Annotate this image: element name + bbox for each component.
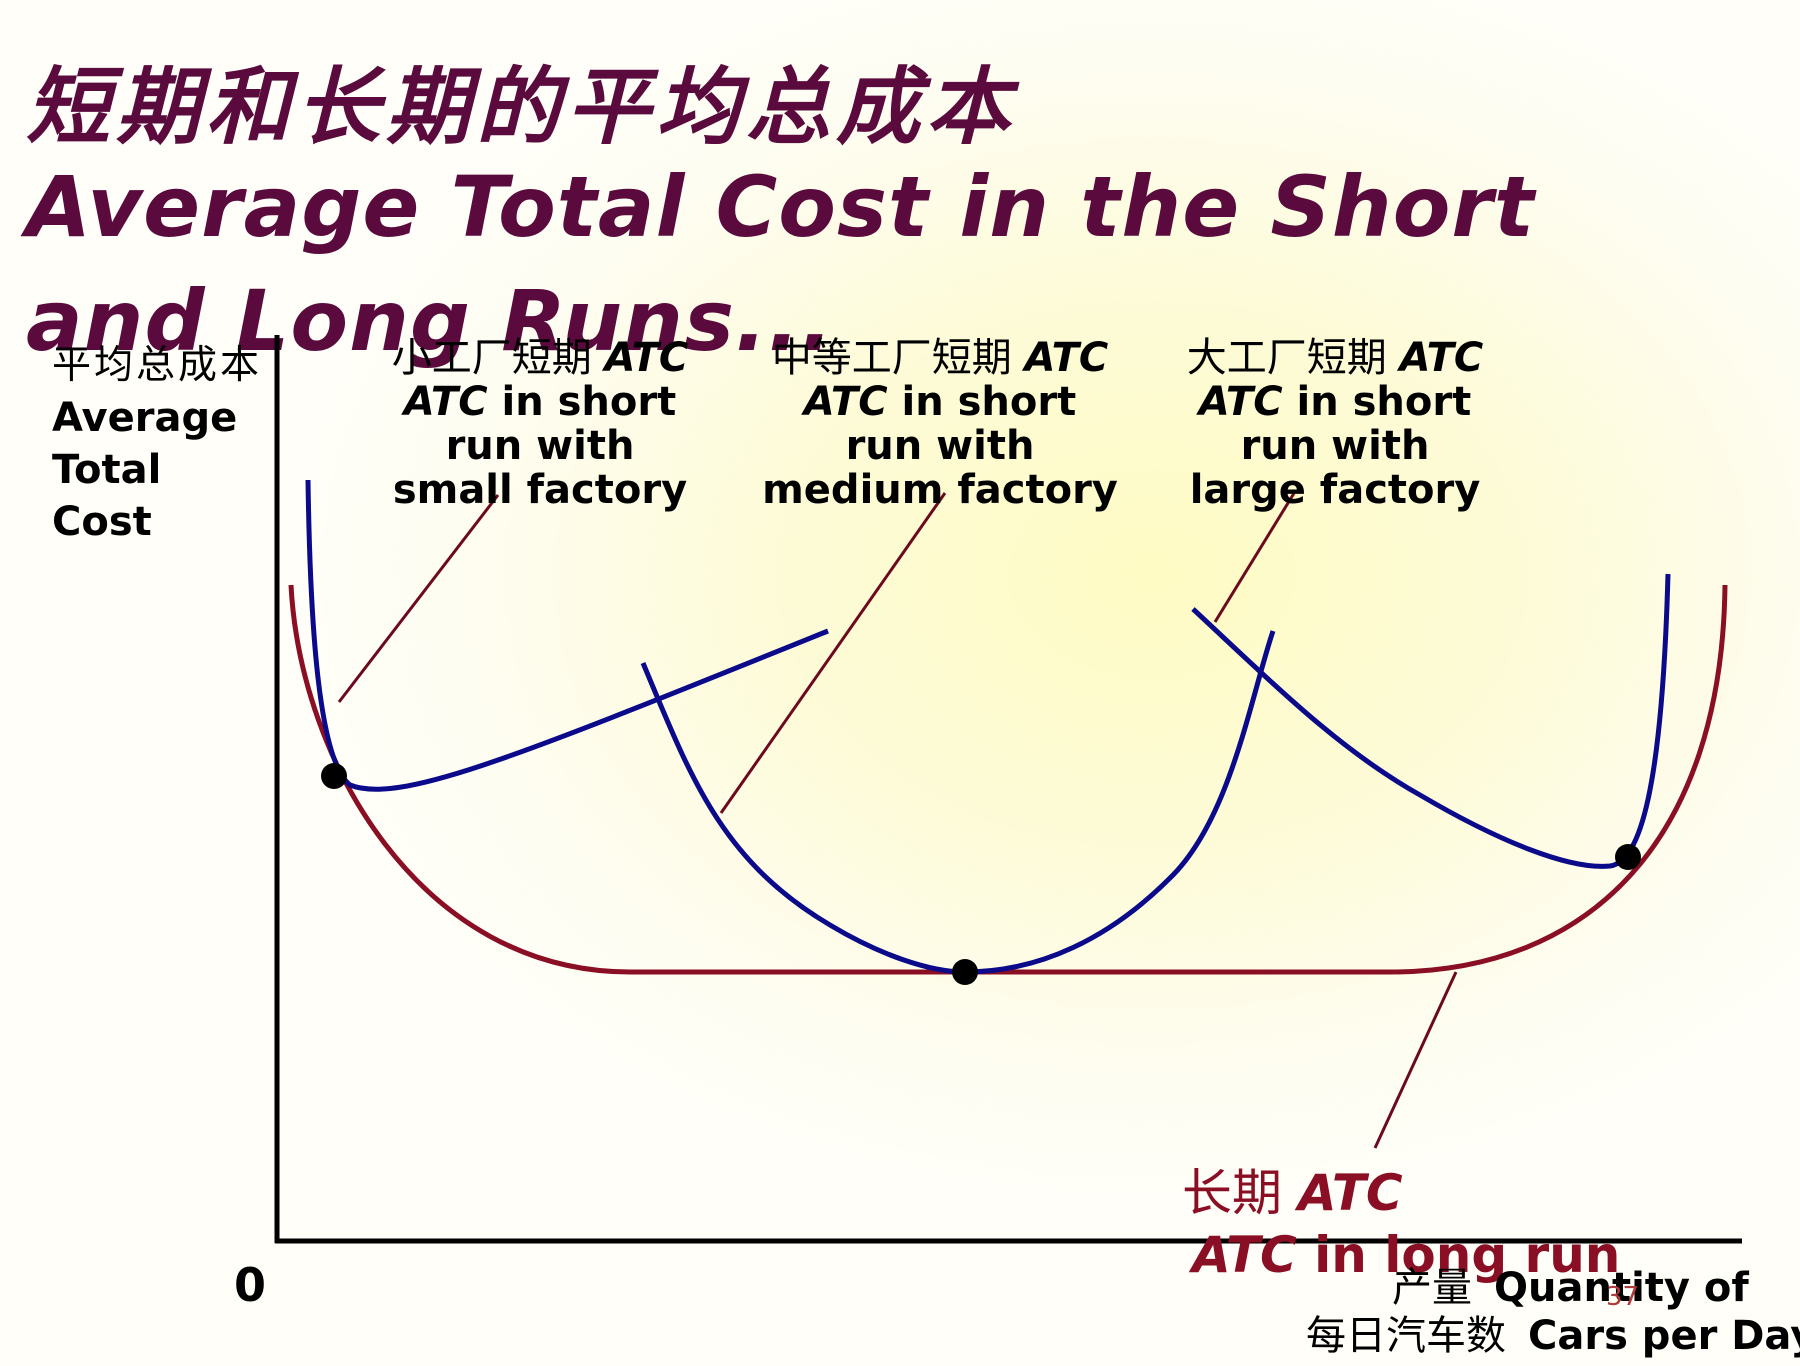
small-factory-label-atc: ATC xyxy=(604,335,689,381)
medium-factory-label-atc: ATC xyxy=(1024,335,1109,381)
y-axis-label-cn: 平均总成本 xyxy=(52,343,263,388)
y-axis-label: 平均总成本 Average Total Cost xyxy=(52,340,262,548)
tangency-point-medium xyxy=(952,959,978,985)
medium-factory-label-line3: run with xyxy=(845,423,1035,469)
large-factory-label-cn: 大工厂短期 xyxy=(1186,335,1400,381)
x-axis-label-cn-1: 产量 xyxy=(1392,1265,1472,1311)
title-english-line-1: Average Total Cost in the Short xyxy=(26,158,1535,256)
medium-factory-label-line2: in short xyxy=(887,379,1077,425)
long-run-label-atc-2: ATC xyxy=(1192,1226,1297,1284)
large-factory-label-atc: ATC xyxy=(1399,335,1484,381)
medium-factory-label-cn: 中等工厂短期 xyxy=(771,335,1025,381)
x-axis-label-line-2: 每日汽车数 Cars per Day xyxy=(1306,1312,1800,1360)
long-run-atc-curve xyxy=(288,584,1728,975)
y-axis-label-en-1: Average xyxy=(52,395,238,441)
y-axis-label-en-2: Total xyxy=(52,447,162,493)
tangency-point-large xyxy=(1615,844,1641,870)
x-axis-label-cn-2: 每日汽车数 xyxy=(1306,1313,1506,1359)
large-factory-label-atc-2: ATC xyxy=(1198,379,1283,425)
small-factory-atc-curve xyxy=(305,479,829,792)
medium-factory-label-line4: medium factory xyxy=(762,467,1118,513)
small-factory-label: 小工厂短期 ATC ATC in short run with small fa… xyxy=(380,336,700,512)
long-run-label-atc: ATC xyxy=(1297,1164,1403,1222)
title-english-line-2: and Long Runs... xyxy=(26,272,834,370)
large-factory-atc-curve xyxy=(1191,573,1671,869)
long-run-label: 长期 ATC ATC in long run xyxy=(1182,1162,1620,1286)
x-axis-label-en-2: Cars per Day xyxy=(1528,1313,1800,1359)
large-factory-pointer xyxy=(1213,489,1298,623)
long-run-label-cn: 长期 xyxy=(1182,1164,1298,1222)
medium-factory-label-atc-2: ATC xyxy=(803,379,888,425)
origin-label: 0 xyxy=(234,1258,267,1312)
tangency-point-small xyxy=(321,763,347,789)
title-chinese: 短期和长期的平均总成本 xyxy=(26,58,1017,156)
small-factory-label-cn: 小工厂短期 xyxy=(391,335,605,381)
y-axis-label-en-3: Cost xyxy=(52,499,152,545)
long-run-pointer xyxy=(1373,971,1458,1149)
small-factory-label-line3: run with xyxy=(445,423,635,469)
long-run-label-line2: in long run xyxy=(1296,1226,1621,1284)
large-factory-label: 大工厂短期 ATC ATC in short run with large fa… xyxy=(1165,336,1505,512)
page-number: 37 xyxy=(1606,1282,1640,1312)
medium-factory-atc-curve xyxy=(640,630,1276,975)
large-factory-label-line4: large factory xyxy=(1189,467,1481,513)
small-factory-label-line2: in short xyxy=(487,379,677,425)
large-factory-label-line2: in short xyxy=(1282,379,1472,425)
large-factory-label-line3: run with xyxy=(1240,423,1430,469)
medium-factory-pointer xyxy=(719,492,947,814)
small-factory-label-line4: small factory xyxy=(392,467,688,513)
x-axis-label-en-1: Quantity of xyxy=(1494,1265,1749,1311)
small-factory-pointer xyxy=(337,494,500,703)
small-factory-label-atc-2: ATC xyxy=(403,379,488,425)
x-axis-label-line-1: 产量 Quantity of xyxy=(1392,1264,1749,1312)
medium-factory-label: 中等工厂短期 ATC ATC in short run with medium … xyxy=(750,336,1130,512)
